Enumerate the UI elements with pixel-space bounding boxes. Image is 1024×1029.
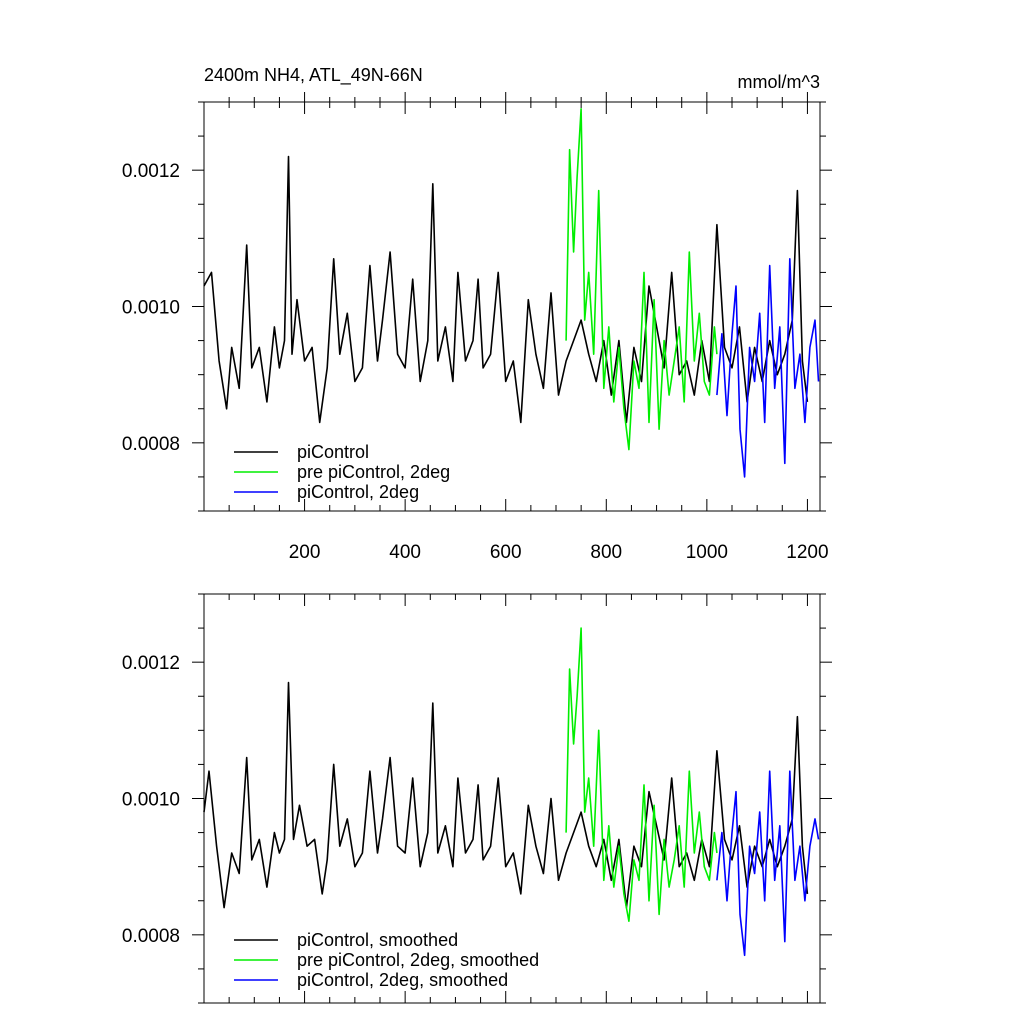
series-line [203,155,809,424]
series-line [565,627,718,923]
legend-label: piControl, 2deg, smoothed [297,970,508,990]
series-line [203,681,809,909]
series-line [565,108,718,451]
legend-label: pre piControl, 2deg, smoothed [297,950,539,970]
y-tick-label: 0.0012 [122,161,180,182]
x-tick-label: 1200 [786,542,828,563]
series-line [716,770,820,957]
legend-label: pre piControl, 2deg [297,462,450,482]
chart-title: 2400m NH4, ATL_49N-66N [204,65,423,86]
x-tick-label: 1000 [686,542,728,563]
y-tick-label: 0.0008 [122,434,180,455]
legend-label: piControl, smoothed [297,930,458,950]
legend-label: piControl [297,442,369,462]
bottom-panel: 0.0008 0.0010 0.0012 piControl, smoothedpre… [122,593,832,1004]
x-tick-label: 600 [490,542,522,563]
y-tick-label: 0.0010 [122,790,180,811]
x-tick-label: 200 [289,542,321,563]
top-panel: 0.0008 0.0010 0.0012 200 400 600 800 1000 1200 24… [122,65,832,563]
x-tick-label: 400 [389,542,421,563]
units-label: mmol/m^3 [738,72,820,92]
x-tick-label: 800 [590,542,622,563]
legend-label: piControl, 2deg [297,482,419,502]
y-tick-label: 0.0012 [122,653,180,674]
series-line [716,257,820,478]
y-tick-label: 0.0010 [122,298,180,319]
y-tick-label: 0.0008 [122,926,180,947]
